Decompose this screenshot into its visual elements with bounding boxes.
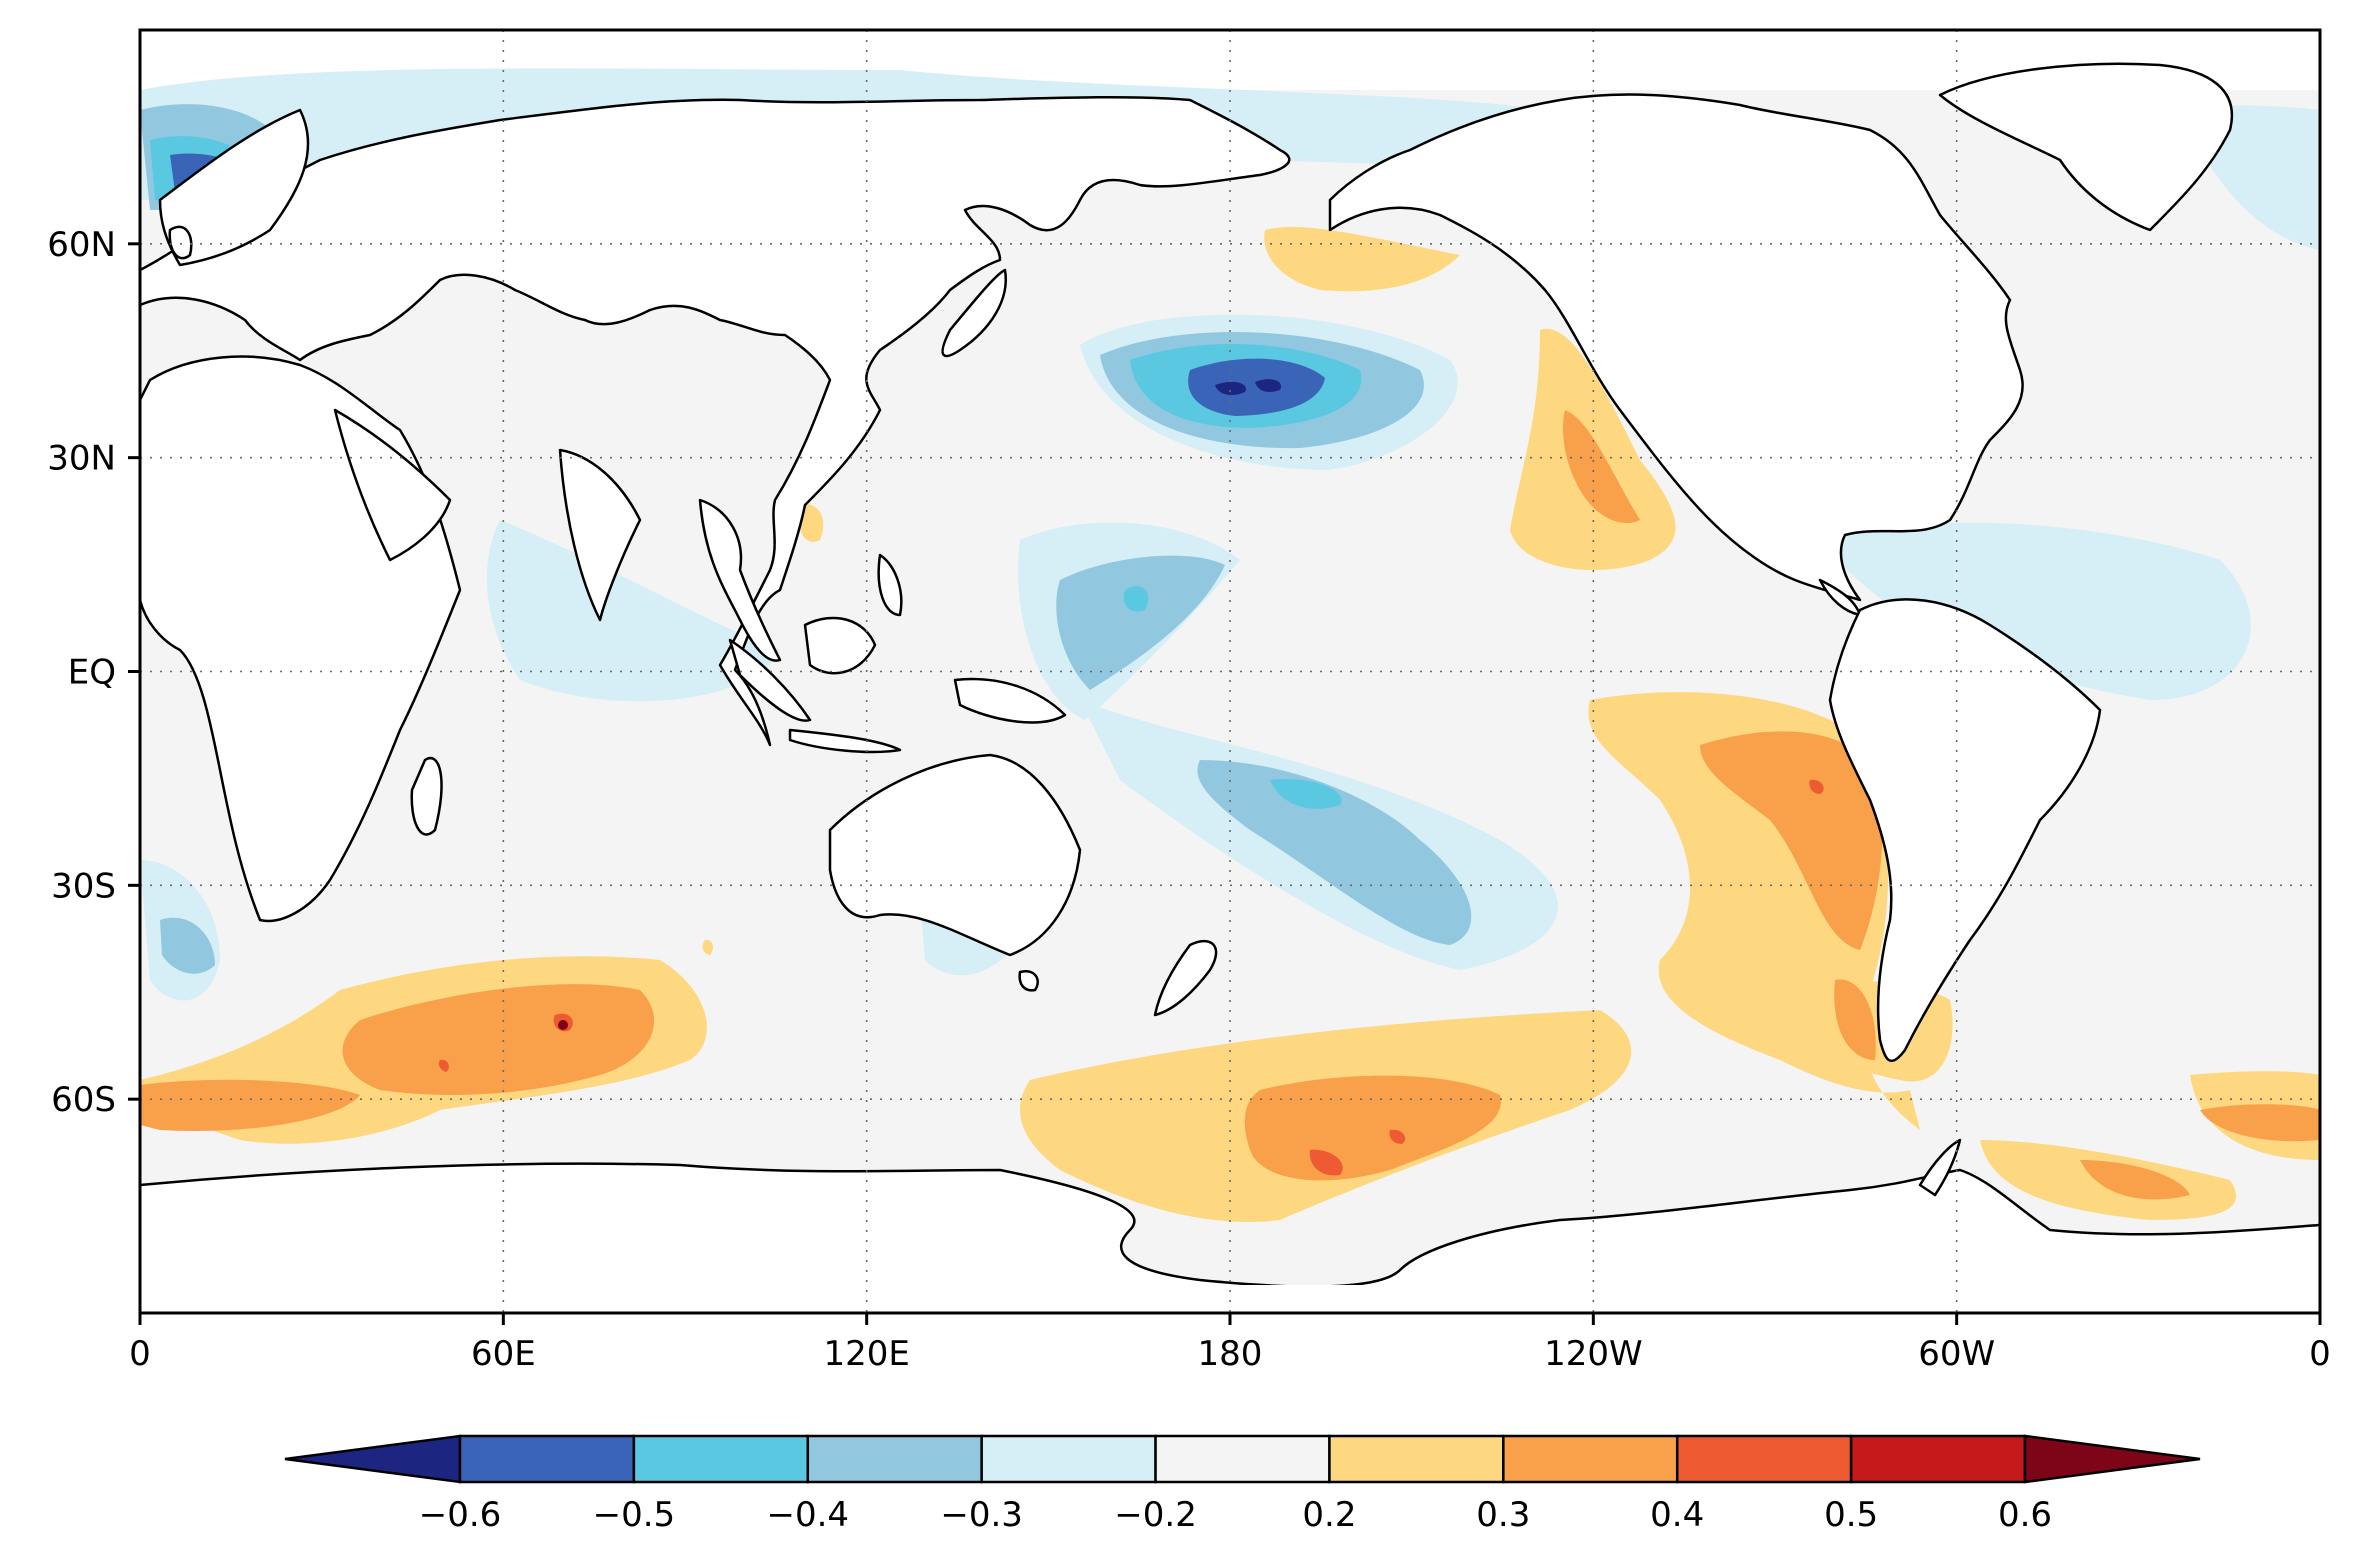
colorbar-swatch [1675, 1434, 1853, 1484]
y-tick-label: EQ [68, 653, 116, 693]
colorbar-level-label: 0.4 [1650, 1495, 1704, 1535]
landmass-java [788, 728, 902, 754]
graticule [140, 30, 2320, 1313]
map-field [140, 30, 2320, 1313]
x-tick-label: 180 [1198, 1334, 1263, 1374]
colorbar-level-label: −0.3 [940, 1495, 1023, 1535]
colorbar-level-label: 0.3 [1476, 1495, 1530, 1535]
contour-level-minus-0p6 [1215, 379, 1281, 396]
x-tick-label: 60E [471, 1334, 536, 1374]
colorbar-swatch [980, 1434, 1157, 1484]
y-tick-label: 60N [47, 225, 116, 265]
x-tick-label: 120E [823, 1334, 909, 1374]
colorbar-swatch [632, 1434, 810, 1484]
landmass-south-america [1828, 598, 2102, 1063]
colorbar-swatch [1502, 1434, 1679, 1484]
contour-level-0p6 [558, 1020, 568, 1030]
x-axis: 0 60E 120E 180 120W 60W 0 [129, 1313, 2331, 1374]
landmass-uk [168, 225, 193, 260]
colorbar-level-label: −0.4 [766, 1495, 849, 1535]
colorbar-level-label: −0.2 [1114, 1495, 1197, 1535]
landmass-antarctic-peninsula [1918, 1138, 1962, 1197]
y-tick-label: 30N [47, 439, 116, 479]
landmass-india [558, 448, 642, 622]
y-tick-label: 30S [51, 866, 116, 906]
landmass-new-guinea [953, 677, 1067, 724]
landmass-north-america [1328, 93, 2024, 602]
landmass-australia [828, 753, 1082, 957]
landmass-philippines [877, 553, 903, 617]
colorbar-level-label: 0.6 [1998, 1495, 2052, 1535]
x-tick-label: 0 [2309, 1334, 2331, 1374]
colorbar-level-label: −0.5 [593, 1495, 676, 1535]
x-tick-label: 120W [1544, 1334, 1643, 1374]
landmass-greenland [1938, 62, 2234, 232]
colorbar-level-label: −0.6 [419, 1495, 502, 1535]
colorbar-swatch [458, 1434, 636, 1484]
y-tick-label: 60S [51, 1080, 116, 1120]
colorbar-swatch [1328, 1434, 1505, 1484]
colorbar-swatch [1154, 1434, 1331, 1484]
colorbar-extend-max [2023, 1434, 2201, 1484]
contour-level-0p3 [140, 410, 2320, 1200]
colorbar-swatch [806, 1434, 983, 1484]
coastlines [140, 62, 2320, 1313]
x-tick-label: 60W [1918, 1334, 1995, 1374]
landmass-japan [941, 268, 1008, 358]
landmass-eurasia [140, 96, 1291, 747]
landmass-indochina [698, 498, 782, 662]
colorbar-level-label: 0.5 [1824, 1495, 1878, 1535]
colorbar-swatch [1849, 1434, 2027, 1484]
colorbar-level-label: 0.2 [1302, 1495, 1356, 1535]
south-band [140, 1285, 2320, 1313]
landmass-madagascar [410, 757, 443, 836]
landmass-borneo [803, 616, 877, 675]
landmass-tasmania [1018, 969, 1039, 992]
landmass-new-zealand [1153, 939, 1218, 1017]
landmass-antarctica [140, 1162, 2320, 1313]
y-axis: 60N 30N EQ 30S 60S [47, 225, 140, 1120]
colorbar-extend-min [284, 1434, 462, 1484]
x-tick-label: 0 [129, 1334, 151, 1374]
colorbar: −0.6 −0.5 −0.4 −0.3 −0.2 0.2 0.3 0.4 0.5 0.6 [284, 1434, 2201, 1535]
landmass-sumatra [728, 638, 812, 722]
landmass-arabia [333, 408, 452, 562]
